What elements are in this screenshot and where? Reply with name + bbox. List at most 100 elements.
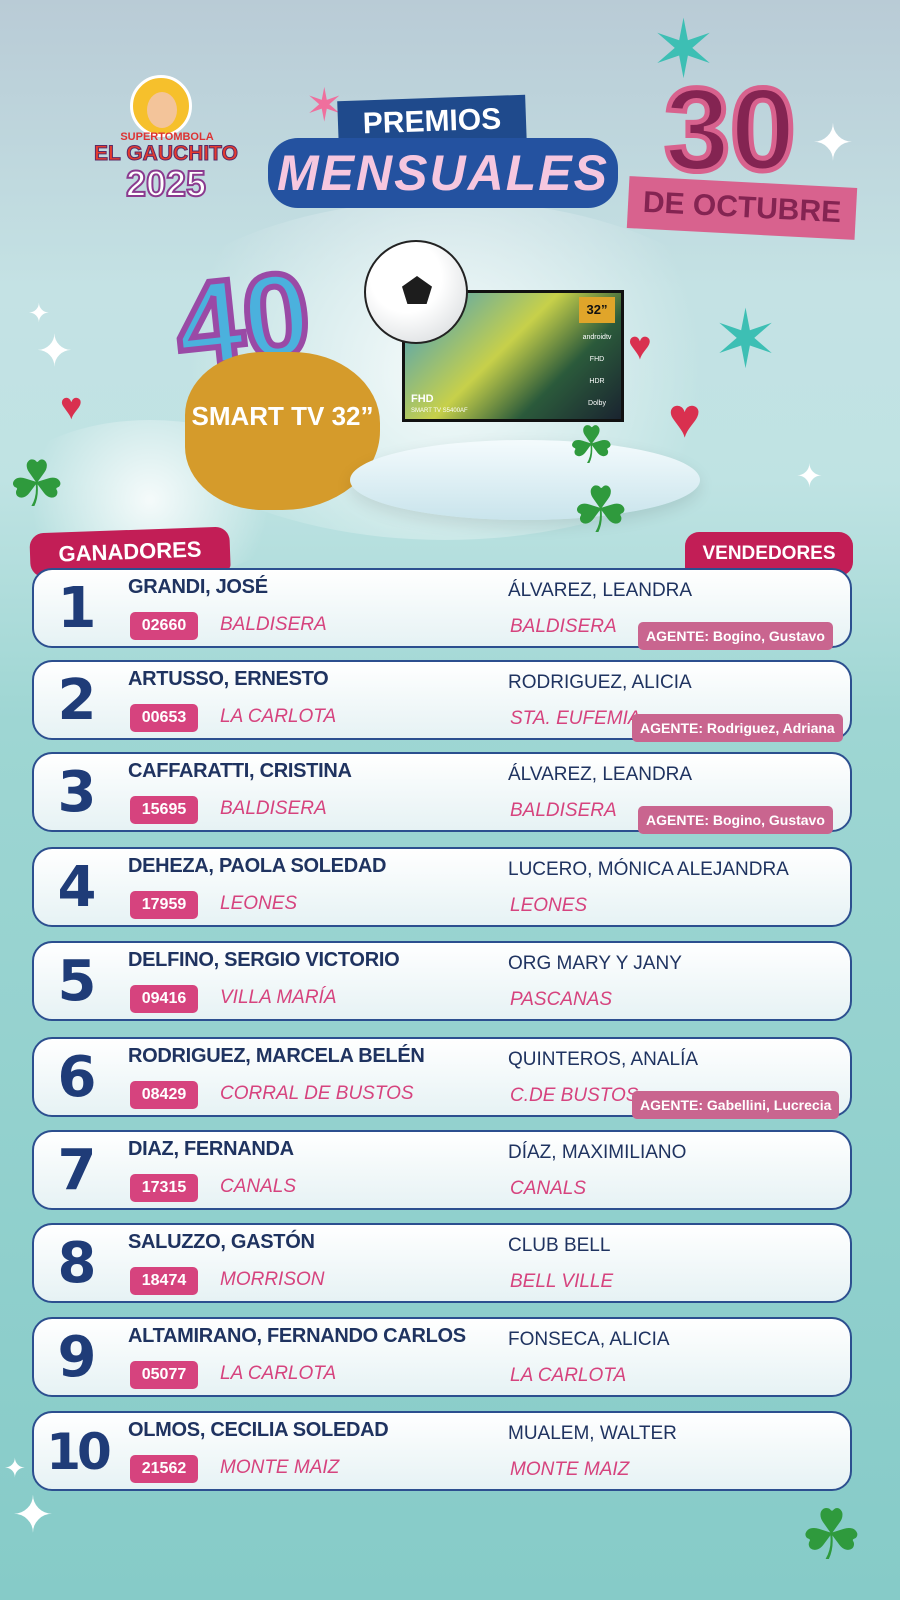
winner-city: LA CARLOTA: [220, 706, 337, 727]
rank-number: 7: [57, 1138, 97, 1203]
ticket-number: 21562: [130, 1455, 198, 1483]
rank-number: 10: [46, 1423, 112, 1481]
winner-row: 3 CAFFARATTI, CRISTINA 15695 BALDISERA ÁLVAR…: [32, 752, 852, 834]
heart-icon: ♥: [60, 386, 83, 428]
ticket-number: 05077: [130, 1361, 198, 1389]
seller-name: ÁLVAREZ, LEANDRA: [508, 764, 693, 785]
seller-city: PASCANAS: [510, 989, 613, 1010]
star-icon: ✶: [712, 295, 780, 384]
sparkle-icon: ✦: [36, 327, 73, 376]
logo-text: SUPERTOMBOLA: [120, 131, 214, 143]
sparkle-icon: ✦: [796, 458, 823, 494]
seller-city: BELL VILLE: [510, 1271, 614, 1292]
supertombola-logo: SUPERTOMBOLA EL GAUCHITO 2025: [92, 75, 240, 205]
winner-city: CANALS: [220, 1176, 297, 1197]
ticket-number: 17959: [130, 891, 198, 919]
seller-name: FONSECA, ALICIA: [508, 1329, 670, 1350]
heart-icon: ♥: [668, 386, 702, 449]
seller-name: RODRIGUEZ, ALICIA: [508, 672, 692, 693]
winner-name: DIAZ, FERNANDA: [128, 1138, 294, 1160]
winner-row: 9 ALTAMIRANO, FERNANDO CARLOS 05077 LA CARL…: [32, 1317, 852, 1397]
tv-label: FHD: [589, 356, 605, 363]
winner-name: GRANDI, JOSÉ: [128, 576, 268, 598]
sparkle-icon: ✦: [28, 298, 50, 328]
heart-icon: ♥: [628, 324, 652, 368]
ticket-number: 17315: [130, 1174, 198, 1202]
sparkle-icon: ✦: [812, 115, 854, 171]
seller-city: LEONES: [510, 895, 588, 916]
winner-row: 2 ARTUSSO, ERNESTO 00653 LA CARLOTA RODRIGUE…: [32, 660, 852, 742]
seller-city: MONTE MAIZ: [510, 1459, 630, 1480]
rank-number: 4: [57, 855, 97, 920]
gauchito-mascot-icon: [130, 75, 192, 137]
star-icon: ✶: [305, 79, 344, 131]
agent-badge: AGENTE: Gabellini, Lucrecia: [632, 1091, 840, 1119]
winner-name: CAFFARATTI, CRISTINA: [128, 760, 352, 782]
ticket-number: 18474: [130, 1267, 198, 1295]
winner-city: LA CARLOTA: [220, 1363, 337, 1384]
seller-name: ORG MARY Y JANY: [508, 953, 682, 974]
seller-city: BALDISERA: [510, 800, 617, 821]
rank-number: 2: [57, 668, 97, 733]
winner-name: DELFINO, SERGIO VICTORIO: [128, 949, 400, 971]
title-mensuales: MENSUALES: [268, 138, 618, 208]
rank-number: 5: [57, 949, 97, 1014]
soccer-ball-icon: [364, 240, 468, 344]
winner-city: VILLA MARÍA: [220, 987, 337, 1008]
winner-name: DEHEZA, PAOLA SOLEDAD: [128, 855, 387, 877]
ticket-number: 00653: [130, 704, 198, 732]
star-icon: ✶: [650, 5, 718, 94]
clover-icon: ☘: [572, 474, 630, 546]
winner-name: OLMOS, CECILIA SOLEDAD: [128, 1419, 389, 1441]
seller-name: CLUB BELL: [508, 1235, 611, 1256]
winner-row: 6 RODRIGUEZ, MARCELA BELÉN 08429 CORRAL DE …: [32, 1037, 852, 1119]
seller-city: STA. EUFEMIA: [510, 708, 641, 729]
clover-icon: ☘: [800, 1496, 863, 1574]
rank-number: 6: [57, 1045, 97, 1110]
winner-city: CORRAL DE BUSTOS: [220, 1083, 414, 1104]
seller-city: LA CARLOTA: [510, 1365, 627, 1386]
winner-name: ALTAMIRANO, FERNANDO CARLOS: [128, 1325, 466, 1347]
logo-text: EL GAUCHITO: [94, 142, 239, 166]
tv-label: HDR: [589, 378, 605, 385]
clover-icon: ☘: [568, 417, 615, 475]
tv-side-labels: androidtv FHD HDR Dolby: [575, 327, 619, 415]
rank-number: 8: [57, 1231, 97, 1296]
agent-badge: AGENTE: Rodriguez, Adriana: [632, 714, 843, 742]
ticket-number: 08429: [130, 1081, 198, 1109]
tv-label: androidtv: [582, 334, 612, 341]
agent-badge: AGENTE: Bogino, Gustavo: [638, 806, 833, 834]
rank-number: 1: [57, 576, 97, 641]
tv-model: SMART TV S5400AF: [411, 408, 468, 414]
winner-row: 7 DIAZ, FERNANDA 17315 CANALS DÍAZ, MAXIMILI…: [32, 1130, 852, 1210]
ticket-number: 02660: [130, 612, 198, 640]
prize-label: SMART TV 32”: [185, 352, 380, 510]
winner-city: MONTE MAIZ: [220, 1457, 340, 1478]
tv-screen-title: FHD: [411, 393, 434, 405]
seller-city: BALDISERA: [510, 616, 617, 637]
winner-row: 8 SALUZZO, GASTÓN 18474 MORRISON CLUB BELL BE…: [32, 1223, 852, 1303]
clover-icon: ☘: [8, 448, 66, 520]
ticket-number: 09416: [130, 985, 198, 1013]
rank-number: 9: [57, 1325, 97, 1390]
seller-name: DÍAZ, MAXIMILIANO: [508, 1142, 687, 1163]
winner-city: LEONES: [220, 893, 298, 914]
sparkle-icon: ✦: [4, 1453, 26, 1483]
winner-row: 4 DEHEZA, PAOLA SOLEDAD 17959 LEONES LUCERO,…: [32, 847, 852, 927]
seller-name: QUINTEROS, ANALÍA: [508, 1049, 699, 1070]
tv-size-badge: 32”: [579, 297, 615, 323]
seller-city: C.DE BUSTOS: [510, 1085, 639, 1106]
seller-name: LUCERO, MÓNICA ALEJANDRA: [508, 859, 789, 880]
date-month: DE OCTUBRE: [626, 176, 858, 240]
seller-name: ÁLVAREZ, LEANDRA: [508, 580, 693, 601]
agent-badge: AGENTE: Bogino, Gustavo: [638, 622, 833, 650]
winner-city: BALDISERA: [220, 614, 327, 635]
seller-name: MUALEM, WALTER: [508, 1423, 677, 1444]
winner-name: ARTUSSO, ERNESTO: [128, 668, 329, 690]
pedestal: [350, 440, 700, 520]
winner-name: SALUZZO, GASTÓN: [128, 1231, 315, 1253]
winner-row: 1 GRANDI, JOSÉ 02660 BALDISERA ÁLVAREZ, LEAN…: [32, 568, 852, 650]
winner-city: BALDISERA: [220, 798, 327, 819]
logo-year: 2025: [125, 162, 207, 205]
